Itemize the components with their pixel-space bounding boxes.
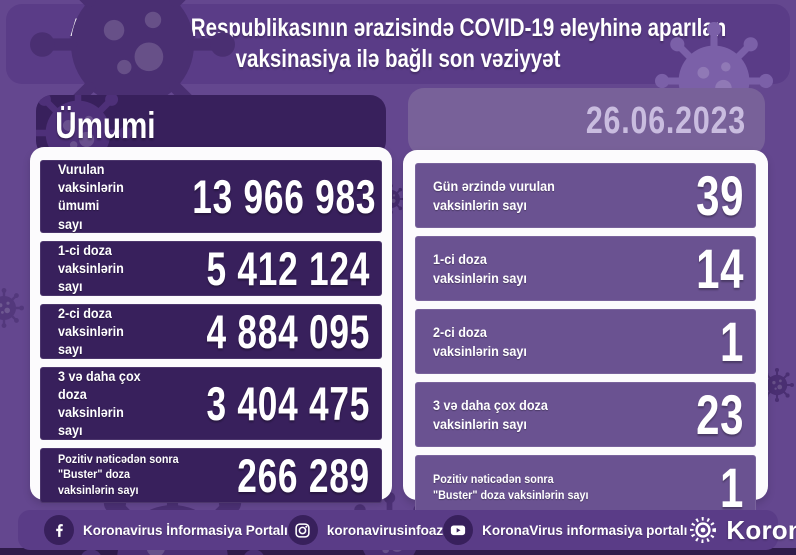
stat-label: Gün ərzində vurulan vaksinlərin sayı — [433, 178, 555, 213]
facebook-icon — [44, 515, 74, 545]
stat-label: Pozitiv nəticədən sonra "Buster" doza va… — [58, 451, 179, 497]
instagram-link[interactable]: koronavirusinfoaz — [287, 515, 444, 545]
youtube-label: KoronaVirus informasiya portalı — [482, 522, 688, 538]
stat-value: 1 — [719, 456, 744, 519]
instagram-icon — [287, 515, 318, 545]
stat-value: 266 289 — [237, 448, 370, 502]
stat-value: 13 966 983 — [192, 169, 377, 223]
facebook-label: Koronavirus İnformasiya Portalı — [83, 522, 288, 538]
stat-value: 14 — [695, 237, 744, 300]
stat-row-dose1: 1-ci doza vaksinlərin sayı 5 412 124 — [40, 240, 382, 296]
stat-row-daily-total: Gün ərzində vurulan vaksinlərin sayı 39 — [415, 163, 756, 228]
stat-value: 5 412 124 — [206, 241, 370, 295]
stat-row-total: Vurulan vaksinlərin ümumi sayı 13 966 98… — [40, 160, 382, 233]
stat-row-daily-dose1: 1-ci doza vaksinlərin sayı 14 — [415, 236, 756, 301]
stat-row-dose3plus: 3 və daha çox doza vaksinlərin sayı 3 40… — [40, 366, 382, 440]
virus-decoration-icon — [0, 288, 24, 328]
left-stats-card: Vurulan vaksinlərin ümumi sayı 13 966 98… — [30, 147, 392, 503]
page-title-line2: vaksinasiya ilə bağlı son vəziyyət — [235, 44, 561, 73]
stat-label: 2-ci doza vaksinlərin sayı — [433, 324, 527, 359]
stat-row-daily-dose3plus: 3 və daha çox doza vaksinlərin sayı 23 — [415, 382, 756, 447]
stat-label: 1-ci doza vaksinlərin sayı — [58, 241, 124, 295]
daily-stats-card: Gün ərzində vurulan vaksinlərin sayı 39 … — [403, 150, 768, 520]
stat-value: 23 — [695, 383, 744, 446]
stat-label: 3 və daha çox doza vaksinlərin sayı — [433, 397, 548, 432]
stat-label: 3 və daha çox doza vaksinlərin sayı — [58, 367, 141, 439]
page-title-line1: Azərbaycan Respublikasının ərazisində CO… — [69, 14, 727, 42]
footer-bar: Koronavirus İnformasiya Portalı koronavi… — [18, 510, 796, 550]
date-header: 26.06.2023 — [408, 88, 765, 155]
youtube-link[interactable]: KoronaVirus informasiya portalı — [443, 515, 687, 545]
stat-value: 4 884 095 — [206, 304, 370, 358]
report-date: 26.06.2023 — [585, 100, 746, 142]
title-bar: Azərbaycan Respublikasının ərazisində CO… — [6, 4, 790, 84]
stat-value: 1 — [719, 310, 744, 373]
stat-label: 1-ci doza vaksinlərin sayı — [433, 251, 527, 286]
stat-row-daily-dose2: 2-ci doza vaksinlərin sayı 1 — [415, 309, 756, 374]
stat-row-dose2: 2-ci doza vaksinlərin sayı 4 884 095 — [40, 303, 382, 359]
stat-label: Vurulan vaksinlərin ümumi sayı — [58, 161, 124, 232]
left-panel-title: Ümumi — [55, 105, 156, 146]
instagram-label: koronavirusinfoaz — [326, 522, 444, 538]
stat-value: 39 — [695, 164, 744, 227]
facebook-link[interactable]: Koronavirus İnformasiya Portalı — [44, 515, 288, 545]
stat-row-booster: Pozitiv nəticədən sonra "Buster" doza va… — [40, 447, 382, 503]
virus-icon — [690, 517, 717, 543]
youtube-icon — [443, 515, 474, 545]
stat-label: 2-ci doza vaksinlərin sayı — [58, 304, 124, 358]
stat-value: 3 404 475 — [206, 376, 370, 430]
stat-label: Pozitiv nəticədən sonra "Buster" doza va… — [433, 471, 589, 502]
brand-name: KoronaVirus — [726, 514, 796, 545]
stat-row-daily-booster: Pozitiv nəticədən sonra "Buster" doza va… — [415, 455, 756, 520]
